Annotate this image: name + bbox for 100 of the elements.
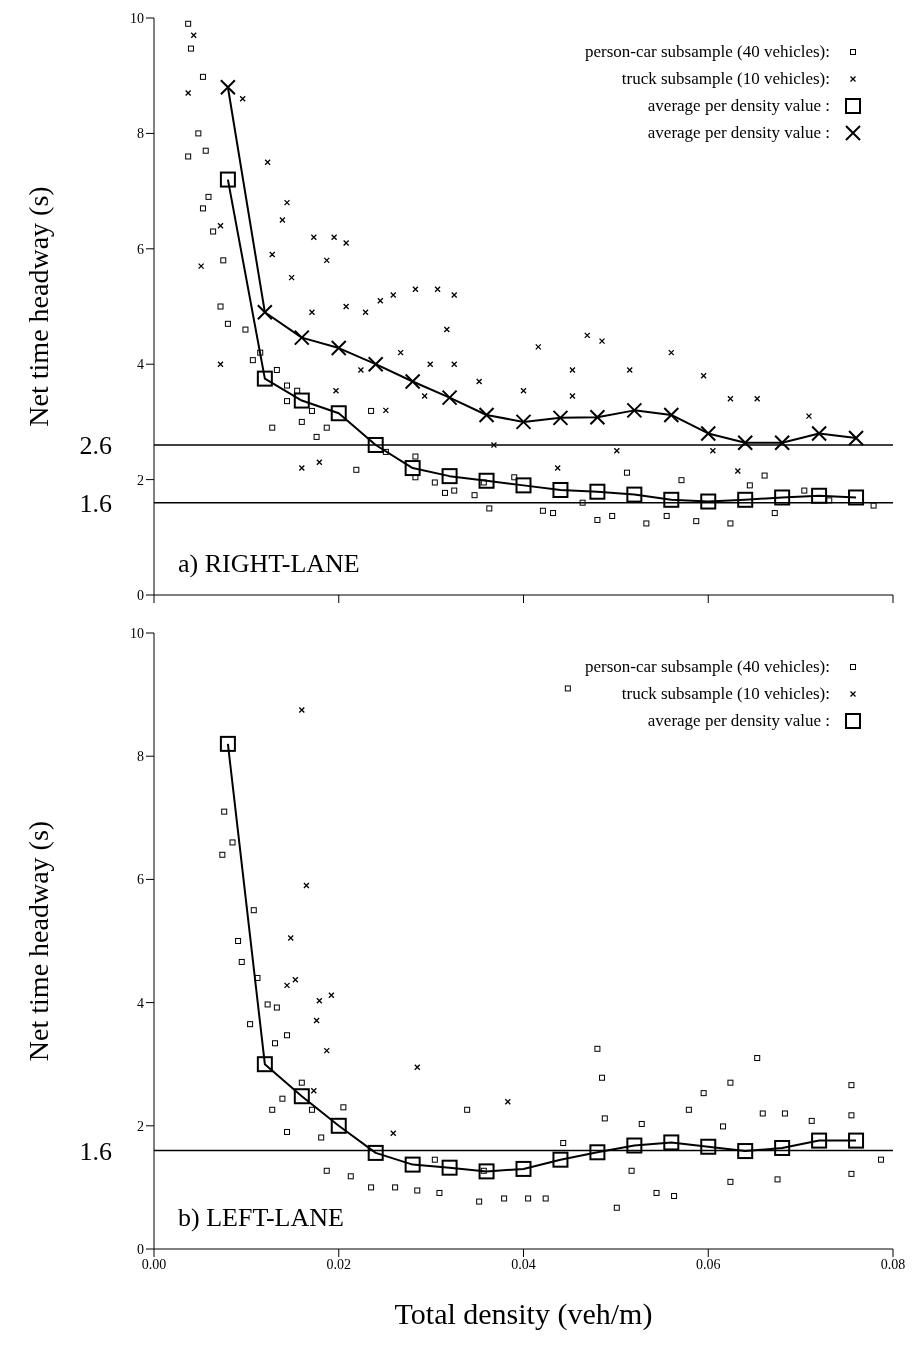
point	[754, 1055, 761, 1062]
point	[601, 1115, 608, 1122]
point	[287, 934, 294, 942]
point	[746, 482, 753, 489]
y-tick-label: 10	[130, 625, 144, 641]
point	[476, 1198, 483, 1205]
y-tick-label: 6	[137, 241, 144, 257]
ref-line-label: 1.6	[79, 488, 112, 518]
point	[471, 492, 478, 499]
point	[431, 479, 438, 486]
point	[323, 1167, 330, 1174]
y-tick-label: 8	[137, 749, 144, 765]
point	[700, 1090, 707, 1097]
point	[441, 468, 458, 485]
point	[626, 1137, 643, 1154]
point	[599, 1074, 606, 1081]
point	[774, 434, 791, 451]
point	[737, 434, 754, 451]
point	[579, 499, 586, 506]
point	[515, 413, 532, 430]
point	[663, 512, 670, 519]
ref-line-label: 2.6	[79, 431, 112, 461]
point	[564, 685, 571, 692]
point	[313, 433, 320, 440]
point	[390, 291, 397, 299]
point	[342, 239, 350, 247]
point	[340, 1104, 347, 1111]
point	[727, 520, 734, 527]
point	[451, 487, 458, 494]
point	[478, 406, 495, 423]
y-tick-label: 2	[137, 1118, 144, 1134]
x-tick-label: 0.08	[880, 1256, 906, 1272]
point	[284, 1128, 291, 1135]
point	[249, 357, 256, 364]
point	[848, 489, 865, 506]
point	[269, 1106, 276, 1113]
point	[759, 1110, 766, 1117]
point	[693, 518, 700, 525]
y-tick-label: 0	[137, 1241, 144, 1257]
point	[594, 1045, 601, 1052]
point	[737, 491, 754, 508]
legend-label: person-car subsample (40 vehicles):	[585, 41, 830, 62]
point	[269, 251, 276, 258]
point	[589, 1144, 606, 1161]
point	[848, 1132, 865, 1149]
point	[229, 839, 236, 846]
point	[412, 453, 419, 460]
y-tick-label: 4	[137, 357, 144, 373]
point	[594, 516, 601, 523]
point	[552, 409, 569, 426]
point	[392, 1184, 399, 1191]
point	[801, 487, 808, 494]
point	[515, 477, 532, 494]
point	[328, 992, 335, 999]
y-tick-label: 6	[137, 872, 144, 888]
point	[217, 222, 224, 229]
point	[269, 424, 276, 431]
point	[199, 73, 206, 80]
y-axis-title: Net time headway (s)	[22, 820, 54, 1062]
point	[441, 489, 448, 496]
point	[283, 199, 291, 206]
point	[238, 958, 245, 965]
point	[552, 1151, 569, 1168]
point	[737, 1143, 754, 1160]
legend-label: average per density value :	[647, 710, 830, 731]
point	[219, 79, 236, 96]
point	[283, 982, 291, 989]
point	[368, 407, 375, 414]
point	[368, 1184, 375, 1191]
point	[700, 1138, 717, 1155]
point	[870, 502, 877, 509]
point	[589, 483, 606, 500]
point	[678, 477, 685, 484]
point	[264, 159, 271, 166]
point	[685, 1106, 692, 1113]
point	[709, 447, 717, 454]
point	[284, 382, 291, 389]
point	[511, 474, 518, 481]
point	[323, 424, 330, 431]
point	[250, 907, 257, 914]
point	[700, 493, 717, 510]
point	[273, 1004, 280, 1011]
point	[826, 497, 833, 504]
point	[293, 1088, 310, 1105]
point	[242, 326, 249, 333]
x-tick-label: 0.06	[696, 1256, 721, 1272]
point	[848, 1082, 855, 1089]
y-tick-label: 0	[137, 587, 144, 603]
point	[308, 309, 316, 316]
point	[653, 1189, 660, 1196]
point	[217, 303, 224, 310]
point	[330, 405, 347, 422]
point	[273, 366, 280, 373]
point	[771, 510, 778, 517]
point	[663, 1134, 680, 1151]
point	[774, 1176, 781, 1183]
point	[700, 425, 717, 442]
point	[256, 304, 273, 321]
point	[441, 1159, 458, 1176]
point	[486, 505, 493, 512]
